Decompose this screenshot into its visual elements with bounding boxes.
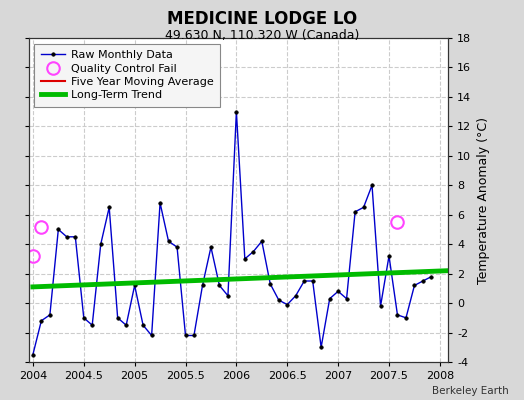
- Raw Monthly Data: [123, 323, 129, 328]
- Raw Monthly Data: [267, 282, 274, 286]
- Raw Monthly Data: [55, 227, 61, 232]
- Line: Quality Control Fail: Quality Control Fail: [27, 216, 403, 262]
- Raw Monthly Data: [318, 345, 324, 350]
- Raw Monthly Data: [377, 304, 384, 308]
- Raw Monthly Data: [428, 274, 434, 279]
- Raw Monthly Data: [208, 245, 214, 250]
- Legend: Raw Monthly Data, Quality Control Fail, Five Year Moving Average, Long-Term Tren: Raw Monthly Data, Quality Control Fail, …: [35, 44, 221, 107]
- Y-axis label: Temperature Anomaly (°C): Temperature Anomaly (°C): [477, 116, 490, 284]
- Raw Monthly Data: [81, 316, 87, 320]
- Raw Monthly Data: [140, 323, 146, 328]
- Raw Monthly Data: [292, 293, 299, 298]
- Raw Monthly Data: [225, 293, 231, 298]
- Raw Monthly Data: [148, 333, 155, 338]
- Quality Control Fail: [38, 224, 45, 229]
- Raw Monthly Data: [97, 242, 104, 246]
- Raw Monthly Data: [276, 298, 282, 302]
- Line: Raw Monthly Data: Raw Monthly Data: [31, 110, 433, 356]
- Raw Monthly Data: [72, 234, 79, 239]
- Quality Control Fail: [394, 220, 400, 224]
- Raw Monthly Data: [199, 283, 205, 288]
- Raw Monthly Data: [30, 352, 36, 357]
- Quality Control Fail: [30, 254, 36, 258]
- Raw Monthly Data: [250, 249, 257, 254]
- Raw Monthly Data: [89, 323, 95, 328]
- Raw Monthly Data: [63, 234, 70, 239]
- Raw Monthly Data: [157, 200, 163, 205]
- Raw Monthly Data: [182, 333, 189, 338]
- Raw Monthly Data: [191, 333, 197, 338]
- Raw Monthly Data: [174, 245, 180, 250]
- Raw Monthly Data: [284, 302, 290, 307]
- Raw Monthly Data: [326, 296, 333, 301]
- Raw Monthly Data: [420, 278, 426, 283]
- Raw Monthly Data: [132, 283, 138, 288]
- Raw Monthly Data: [361, 205, 367, 210]
- Raw Monthly Data: [47, 312, 53, 317]
- Raw Monthly Data: [106, 205, 112, 210]
- Raw Monthly Data: [166, 239, 172, 244]
- Raw Monthly Data: [343, 296, 350, 301]
- Raw Monthly Data: [242, 256, 248, 261]
- Raw Monthly Data: [115, 316, 121, 320]
- Text: 49.630 N, 110.320 W (Canada): 49.630 N, 110.320 W (Canada): [165, 29, 359, 42]
- Text: Berkeley Earth: Berkeley Earth: [432, 386, 508, 396]
- Raw Monthly Data: [394, 312, 400, 317]
- Raw Monthly Data: [411, 283, 418, 288]
- Raw Monthly Data: [216, 283, 223, 288]
- Raw Monthly Data: [233, 109, 239, 114]
- Raw Monthly Data: [259, 239, 265, 244]
- Raw Monthly Data: [38, 318, 45, 323]
- Raw Monthly Data: [352, 209, 358, 214]
- Raw Monthly Data: [310, 278, 316, 283]
- Text: MEDICINE LODGE LO: MEDICINE LODGE LO: [167, 10, 357, 28]
- Raw Monthly Data: [386, 254, 392, 258]
- Raw Monthly Data: [335, 289, 341, 294]
- Raw Monthly Data: [403, 316, 409, 320]
- Raw Monthly Data: [369, 183, 375, 188]
- Raw Monthly Data: [301, 278, 308, 283]
